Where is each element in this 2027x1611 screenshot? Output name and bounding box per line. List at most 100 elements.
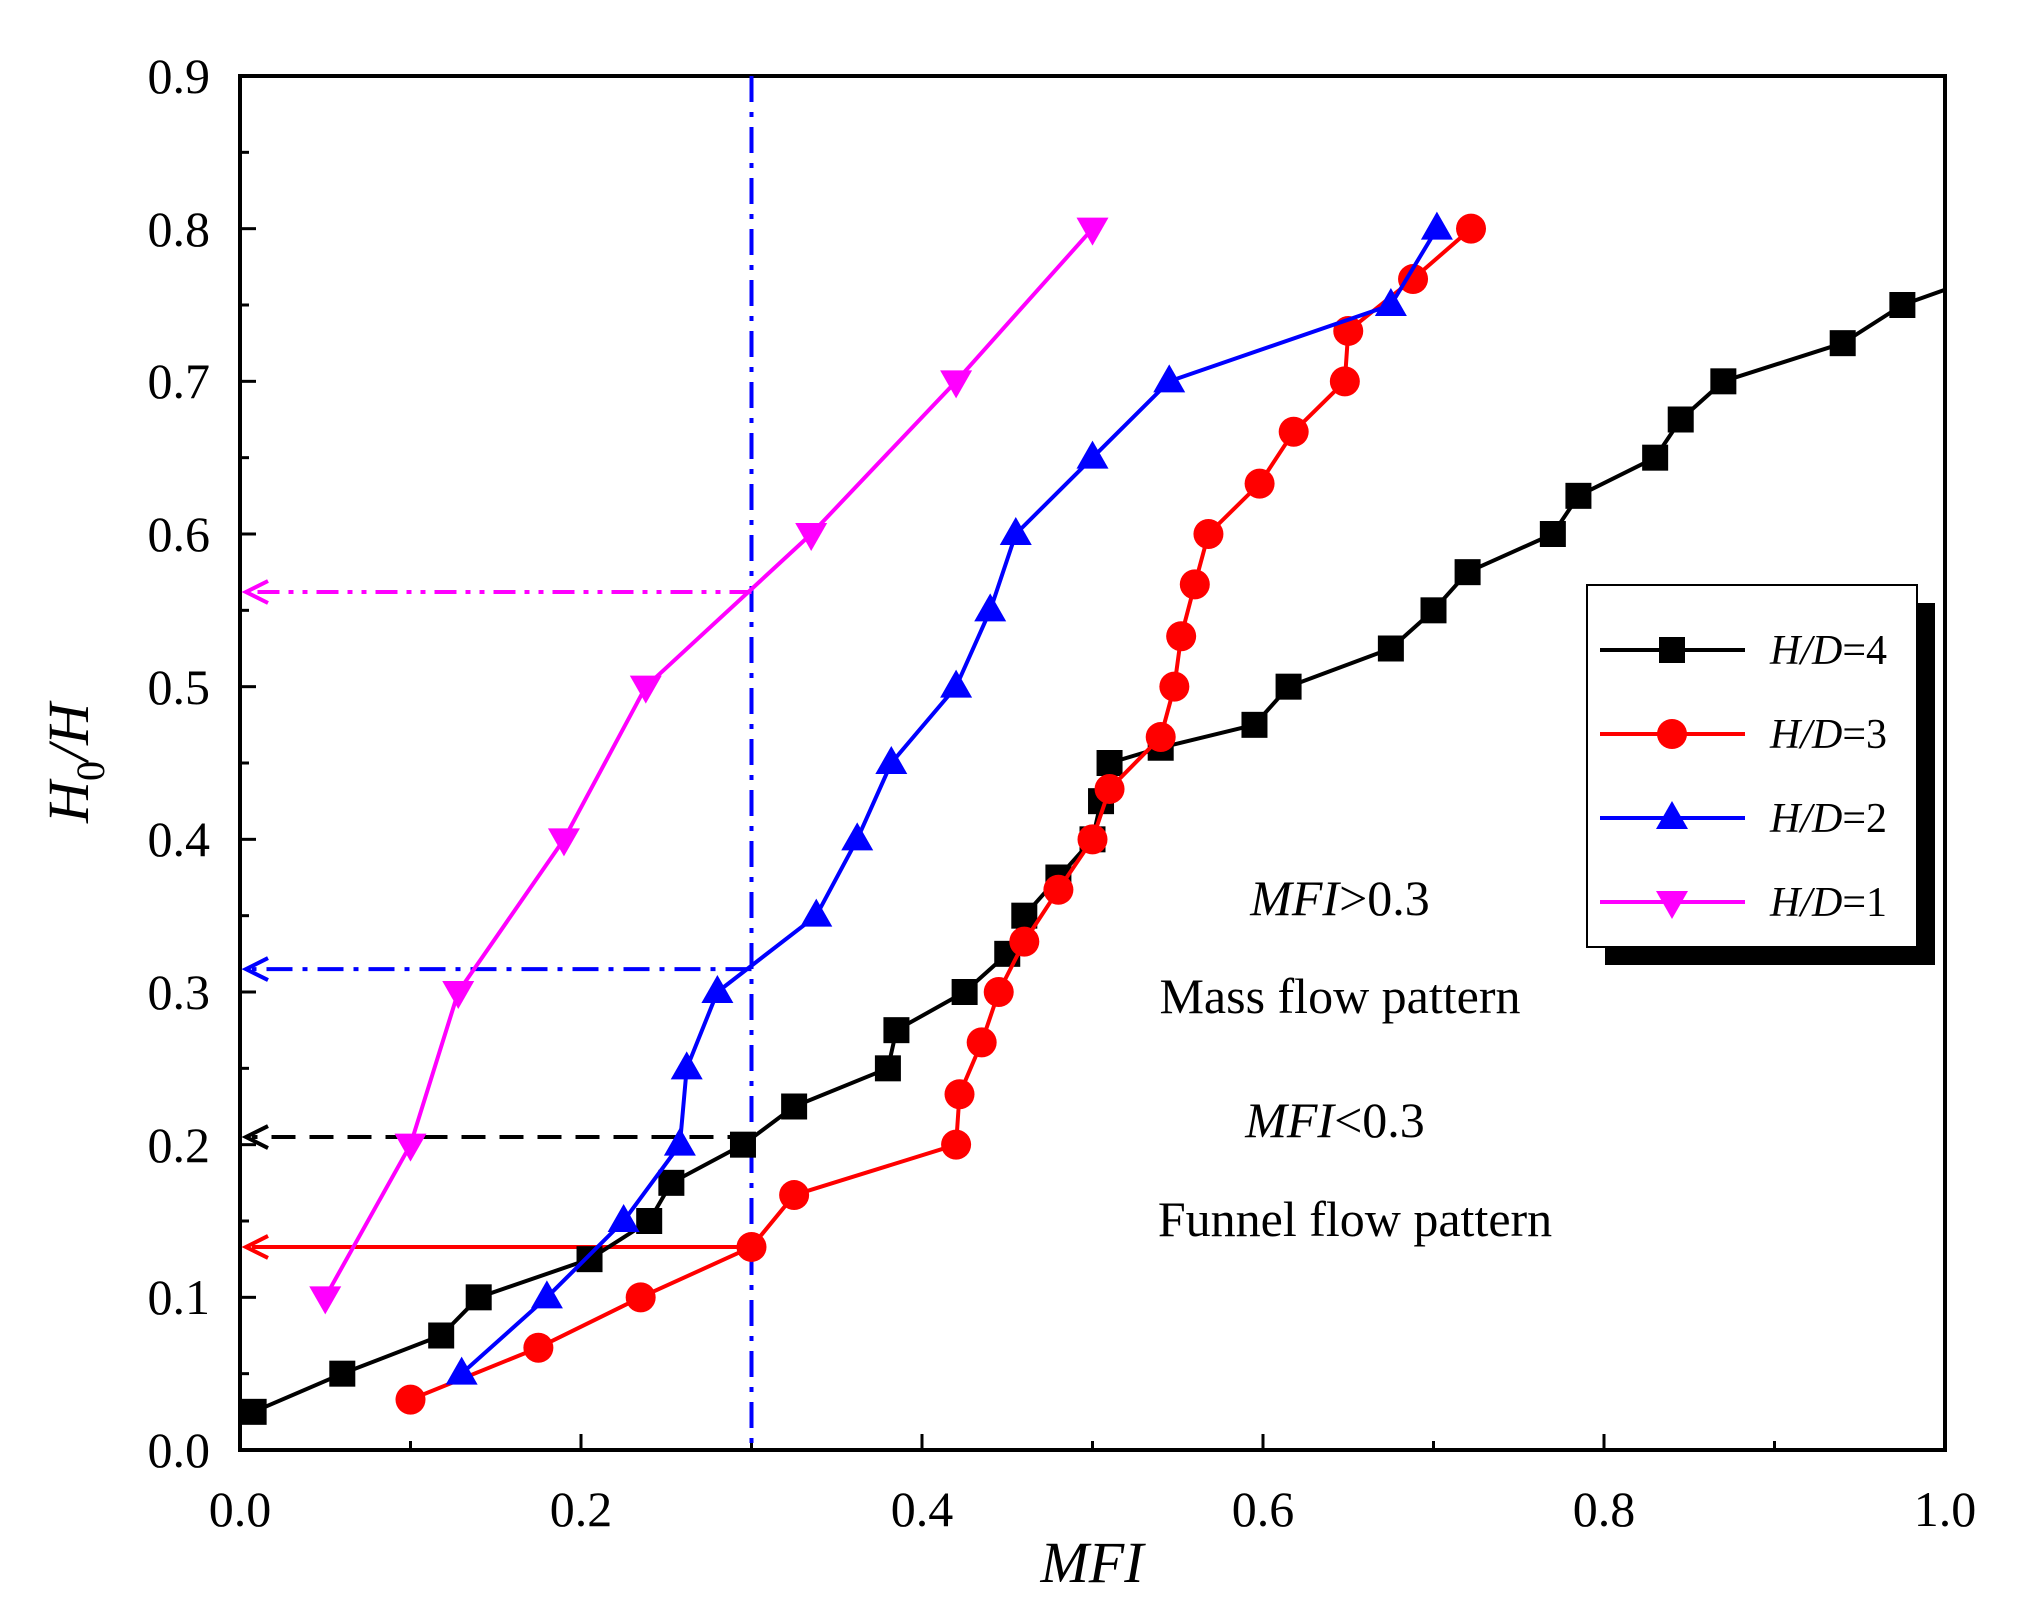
annotation-funnel-condition-rest: <0.3 — [1334, 1092, 1425, 1148]
data-point — [1076, 440, 1109, 469]
y-tick-label: 0.0 — [148, 1422, 211, 1478]
reference-arrow — [241, 956, 752, 982]
y-tick-label: 0.3 — [148, 964, 211, 1020]
data-point — [395, 1384, 426, 1415]
data-point — [1011, 902, 1038, 929]
y-tick-label: 0.5 — [148, 659, 211, 715]
data-point — [465, 1284, 492, 1311]
y-tick-label: 0.4 — [148, 811, 211, 867]
legend-keys — [1600, 637, 1745, 919]
data-point — [547, 828, 580, 857]
x-tick-label: 0.4 — [891, 1481, 954, 1537]
legend-label-hd2: H/D=2 — [1769, 796, 1887, 842]
y-tick-label: 0.1 — [148, 1269, 211, 1325]
legend-key-marker — [1659, 637, 1685, 663]
x-axis-tick-labels: 0.0 0.2 0.4 0.6 0.8 1.0 — [209, 1481, 1977, 1537]
data-point — [940, 669, 973, 698]
data-point — [442, 981, 475, 1009]
data-point — [1667, 406, 1694, 433]
annotation-mass-condition: MFI>0.3 — [1249, 870, 1430, 926]
x-axis-ticks — [238, 1434, 1947, 1450]
data-point — [1539, 521, 1566, 547]
data-point — [329, 1360, 356, 1387]
y-tick-label: 0.9 — [148, 48, 211, 104]
x-tick-label: 0.2 — [550, 1481, 613, 1537]
legend-label-hd1: H/D=1 — [1769, 880, 1887, 926]
data-point — [736, 1231, 767, 1262]
legend-label-hd3-italic: H/D — [1769, 712, 1842, 758]
data-point — [841, 822, 874, 851]
legend-key — [1600, 637, 1745, 663]
y-axis-title-rest: /H — [36, 700, 101, 764]
data-point — [1076, 217, 1109, 246]
legend-key — [1600, 719, 1745, 749]
y-tick-label: 0.2 — [148, 1117, 211, 1173]
data-point — [1420, 597, 1447, 624]
legend: H/D=4 H/D=3 H/D=2 H/D=1 — [1586, 584, 1935, 965]
y-tick-label: 0.6 — [148, 506, 211, 562]
data-point — [1565, 482, 1592, 509]
x-tick-label: 0.6 — [1232, 1481, 1295, 1537]
annotation-mass-condition-rest: >0.3 — [1339, 870, 1430, 926]
legend-label-hd2-value: =2 — [1842, 796, 1887, 842]
legend-key-marker — [1657, 719, 1687, 749]
data-point — [576, 1246, 603, 1273]
data-point — [883, 1017, 910, 1044]
y-tick-label: 0.7 — [148, 353, 211, 409]
data-point — [1456, 213, 1487, 244]
data-point — [729, 1131, 756, 1158]
data-point — [607, 1204, 640, 1232]
data-point — [625, 1282, 656, 1313]
data-point — [1244, 468, 1275, 499]
annotation-funnel-condition: MFI<0.3 — [1244, 1092, 1425, 1148]
data-point — [1374, 288, 1407, 316]
data-point — [1159, 671, 1190, 702]
reference-arrow-head — [241, 1234, 269, 1260]
data-point — [941, 1129, 972, 1160]
annotation-mass-condition-italic: MFI — [1249, 870, 1341, 926]
legend-key-marker — [1656, 801, 1688, 829]
data-point — [1710, 368, 1737, 395]
legend-key — [1600, 891, 1745, 919]
reference-arrow — [241, 1124, 752, 1150]
reference-arrow-head — [241, 1124, 269, 1150]
data-point — [1398, 264, 1429, 295]
annotation-funnel-condition-italic: MFI — [1244, 1092, 1336, 1148]
x-tick-label: 1.0 — [1914, 1481, 1977, 1537]
data-point — [1166, 621, 1197, 652]
data-point — [940, 370, 973, 399]
annotation-funnel-label: Funnel flow pattern — [1158, 1191, 1552, 1247]
data-point — [1420, 211, 1453, 240]
data-point — [875, 746, 908, 774]
data-point — [1278, 416, 1309, 447]
data-point — [663, 1127, 696, 1156]
reference-arrow-head — [241, 579, 269, 605]
series-hd1 — [309, 217, 1109, 1315]
data-point — [445, 1356, 478, 1385]
data-point — [1094, 773, 1125, 804]
data-point — [1329, 366, 1360, 397]
data-point — [1179, 569, 1210, 600]
series-line — [323, 227, 1094, 1299]
y-axis-tick-labels: 0.0 0.1 0.2 0.3 0.4 0.5 0.6 0.7 0.8 0.9 — [148, 48, 211, 1478]
x-tick-label: 0.8 — [1573, 1481, 1636, 1537]
data-point — [523, 1332, 554, 1363]
data-point — [309, 1286, 342, 1315]
data-point — [1145, 722, 1176, 753]
legend-key — [1600, 801, 1745, 829]
data-point — [1153, 364, 1186, 393]
series-hd2 — [445, 211, 1453, 1385]
data-point — [1096, 750, 1123, 776]
y-axis-title-main: H — [36, 778, 101, 824]
data-point — [394, 1133, 427, 1162]
y-axis-ticks — [240, 74, 256, 1452]
reference-arrow — [241, 579, 752, 605]
legend-label-hd1-italic: H/D — [1769, 880, 1842, 926]
reference-arrow-head — [241, 956, 269, 982]
legend-label-hd2-italic: H/D — [1769, 796, 1842, 842]
data-point — [240, 1398, 267, 1425]
series-line — [460, 227, 1439, 1376]
data-point — [1241, 711, 1268, 738]
legend-label-hd4: H/D=4 — [1769, 628, 1887, 674]
